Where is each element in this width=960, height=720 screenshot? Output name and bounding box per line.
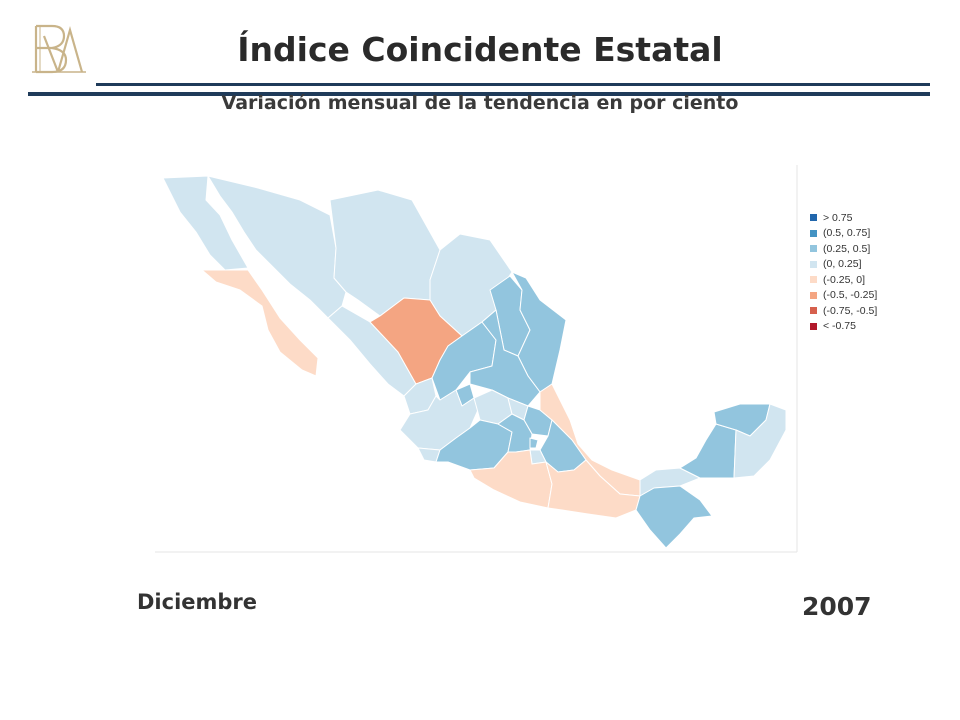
mexico-state-map — [155, 165, 798, 553]
legend-swatch — [810, 322, 817, 330]
state-baja-california — [162, 175, 249, 271]
legend-swatch — [810, 229, 817, 237]
legend-item: (-0.75, -0.5] — [810, 303, 877, 319]
legend-item: (0.5, 0.75] — [810, 226, 877, 242]
legend-item: (-0.5, -0.25] — [810, 288, 877, 304]
legend-swatch — [810, 260, 817, 268]
period-month: Diciembre — [137, 590, 258, 614]
legend-swatch — [810, 245, 817, 253]
page-title: Índice Coincidente Estatal — [237, 30, 723, 69]
state-baja-california-sur — [201, 269, 319, 377]
legend-swatch — [810, 214, 817, 222]
state-chihuahua — [329, 189, 441, 317]
state-campeche — [679, 423, 737, 479]
legend-label: (0, 0.25] — [823, 258, 862, 271]
legend-item: > 0.75 — [810, 210, 877, 226]
legend-item: < -0.75 — [810, 319, 877, 335]
legend-label: (0.5, 0.75] — [823, 227, 871, 240]
legend-label: (-0.5, -0.25] — [823, 289, 878, 302]
legend-swatch — [810, 307, 817, 315]
legend-label: < -0.75 — [823, 320, 856, 333]
banco-de-mexico-logo — [32, 24, 86, 74]
legend-item: (-0.25, 0] — [810, 272, 877, 288]
period-year: 2007 — [802, 592, 872, 621]
state-chiapas — [635, 485, 713, 549]
title-rule — [28, 83, 930, 96]
legend-swatch — [810, 276, 817, 284]
legend-item: (0, 0.25] — [810, 257, 877, 273]
legend-swatch — [810, 291, 817, 299]
legend-item: (0.25, 0.5] — [810, 241, 877, 257]
legend-label: (-0.75, -0.5] — [823, 304, 878, 317]
legend-label: > 0.75 — [823, 211, 853, 224]
state-quintana-roo — [733, 403, 787, 479]
state-distrito-federal — [529, 437, 539, 449]
page-subtitle: Variación mensual de la tendencia en por… — [221, 92, 739, 114]
legend-label: (-0.25, 0] — [823, 273, 866, 286]
map-legend: > 0.75 (0.5, 0.75] (0.25, 0.5] (0, 0.25]… — [810, 210, 877, 334]
legend-label: (0.25, 0.5] — [823, 242, 871, 255]
